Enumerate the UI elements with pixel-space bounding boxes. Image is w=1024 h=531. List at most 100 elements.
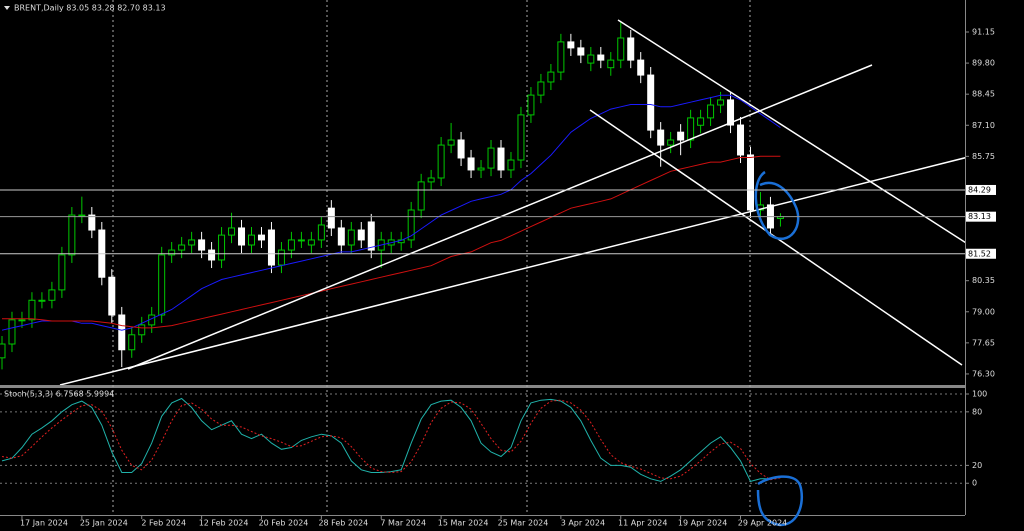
candle-body	[607, 59, 615, 69]
x-tick-label: 3 Apr 2024	[561, 519, 605, 528]
price-label: 83.13	[968, 212, 991, 221]
candle-body	[637, 59, 645, 76]
indicator-line	[1, 397, 781, 482]
candle-body	[547, 71, 555, 83]
candle-body	[407, 209, 415, 241]
y-tick-label: 20	[972, 461, 982, 470]
y-tick-label: 85.75	[972, 152, 995, 161]
y-tick-label: 76.30	[972, 369, 995, 378]
candle-body	[108, 276, 116, 316]
candle-body	[208, 249, 216, 261]
y-tick-label: 80.35	[972, 276, 995, 285]
y-tick-label: 0	[972, 479, 977, 488]
candle-body	[297, 239, 305, 242]
candle-body	[567, 41, 575, 49]
x-tick-label: 28 Feb 2024	[318, 519, 368, 528]
x-tick-label: 11 Apr 2024	[618, 519, 667, 528]
candle-body	[657, 129, 665, 146]
candle-body	[277, 249, 285, 266]
level-label: 84.29	[968, 185, 991, 194]
candle-body	[287, 239, 295, 251]
candle-body	[627, 37, 635, 61]
candle-body	[557, 41, 565, 73]
level-label-box	[966, 184, 996, 195]
candle-body	[367, 221, 375, 251]
candle-body	[248, 234, 255, 246]
candle-body	[38, 299, 46, 302]
candle-body	[48, 289, 56, 301]
candle-body	[257, 234, 265, 241]
y-tick-label: 79.00	[972, 307, 995, 316]
candle-body	[307, 239, 315, 246]
candle-body	[138, 324, 146, 336]
indicator-line	[1, 94, 781, 331]
candle-body	[178, 244, 186, 251]
candle-body	[18, 319, 26, 322]
y-tick-label: 100	[972, 389, 987, 398]
y-tick-label: 91.15	[972, 28, 995, 37]
chart-title: BRENT,Daily 83.05 83.28 82.70 83.13	[14, 4, 166, 13]
candle-body	[517, 114, 525, 161]
x-tick-label: 25 Mar 2024	[498, 519, 549, 528]
candle-body	[587, 54, 595, 64]
candle-body	[8, 319, 16, 345]
candle-body	[78, 214, 86, 217]
candle-body	[437, 144, 445, 179]
period-separators	[112, 0, 751, 515]
indicator-title: Stoch(5,3,3) 6.7568 5.9994	[4, 390, 114, 399]
hand-annotations	[754, 170, 804, 527]
candle-body	[597, 54, 605, 61]
candle-body	[447, 139, 455, 146]
candle-body	[238, 227, 246, 246]
y-tick-label: 88.45	[972, 90, 995, 99]
candle-body	[0, 343, 6, 359]
candle-body	[677, 131, 685, 141]
candle-body	[158, 254, 166, 316]
candle-body	[667, 139, 675, 146]
candle-body	[737, 124, 745, 156]
candle-body	[168, 249, 176, 256]
y-tick-label: 87.10	[972, 121, 995, 130]
candle-body	[647, 74, 655, 131]
candle-body	[487, 147, 495, 169]
indicator-line	[2, 155, 781, 329]
candle-body	[457, 139, 465, 159]
candle-body	[357, 229, 365, 241]
price-label-box	[966, 211, 996, 222]
candle-body	[128, 334, 136, 351]
candle-body	[198, 239, 206, 251]
x-tick-label: 20 Feb 2024	[259, 519, 309, 528]
candle-body	[118, 314, 126, 351]
candle-body	[477, 167, 485, 171]
x-tick-label: 29 Apr 2024	[738, 519, 787, 528]
candle-body	[727, 99, 735, 126]
candle-body	[467, 157, 475, 171]
candle-body	[697, 117, 705, 126]
level-label-box	[966, 248, 996, 259]
x-tick-label: 7 Mar 2024	[380, 519, 426, 528]
candle-body	[68, 214, 76, 256]
level-label: 81.52	[968, 249, 991, 258]
candle-body	[427, 177, 435, 183]
candle-body	[507, 159, 515, 171]
x-tick-label: 12 Feb 2024	[199, 519, 249, 528]
candle-body	[188, 239, 196, 246]
candle-body	[337, 227, 345, 246]
x-tick-label: 25 Jan 2024	[80, 519, 128, 528]
candle-body	[417, 181, 425, 211]
x-tick-label: 2 Feb 2024	[141, 519, 186, 528]
candle-body	[317, 224, 325, 241]
y-tick-label: 77.65	[972, 338, 995, 347]
candle-body	[327, 207, 335, 229]
x-tick-label: 15 Mar 2024	[438, 519, 489, 528]
candle-body	[687, 117, 695, 141]
candle-body	[228, 227, 236, 236]
stochastic-panel	[0, 393, 965, 484]
candle-body	[497, 147, 505, 171]
candle-body	[537, 81, 545, 96]
x-tick-label: 17 Jan 2024	[20, 519, 68, 528]
candle-body	[577, 47, 585, 56]
candle-body	[218, 234, 226, 261]
y-tick-label: 89.80	[972, 59, 995, 68]
